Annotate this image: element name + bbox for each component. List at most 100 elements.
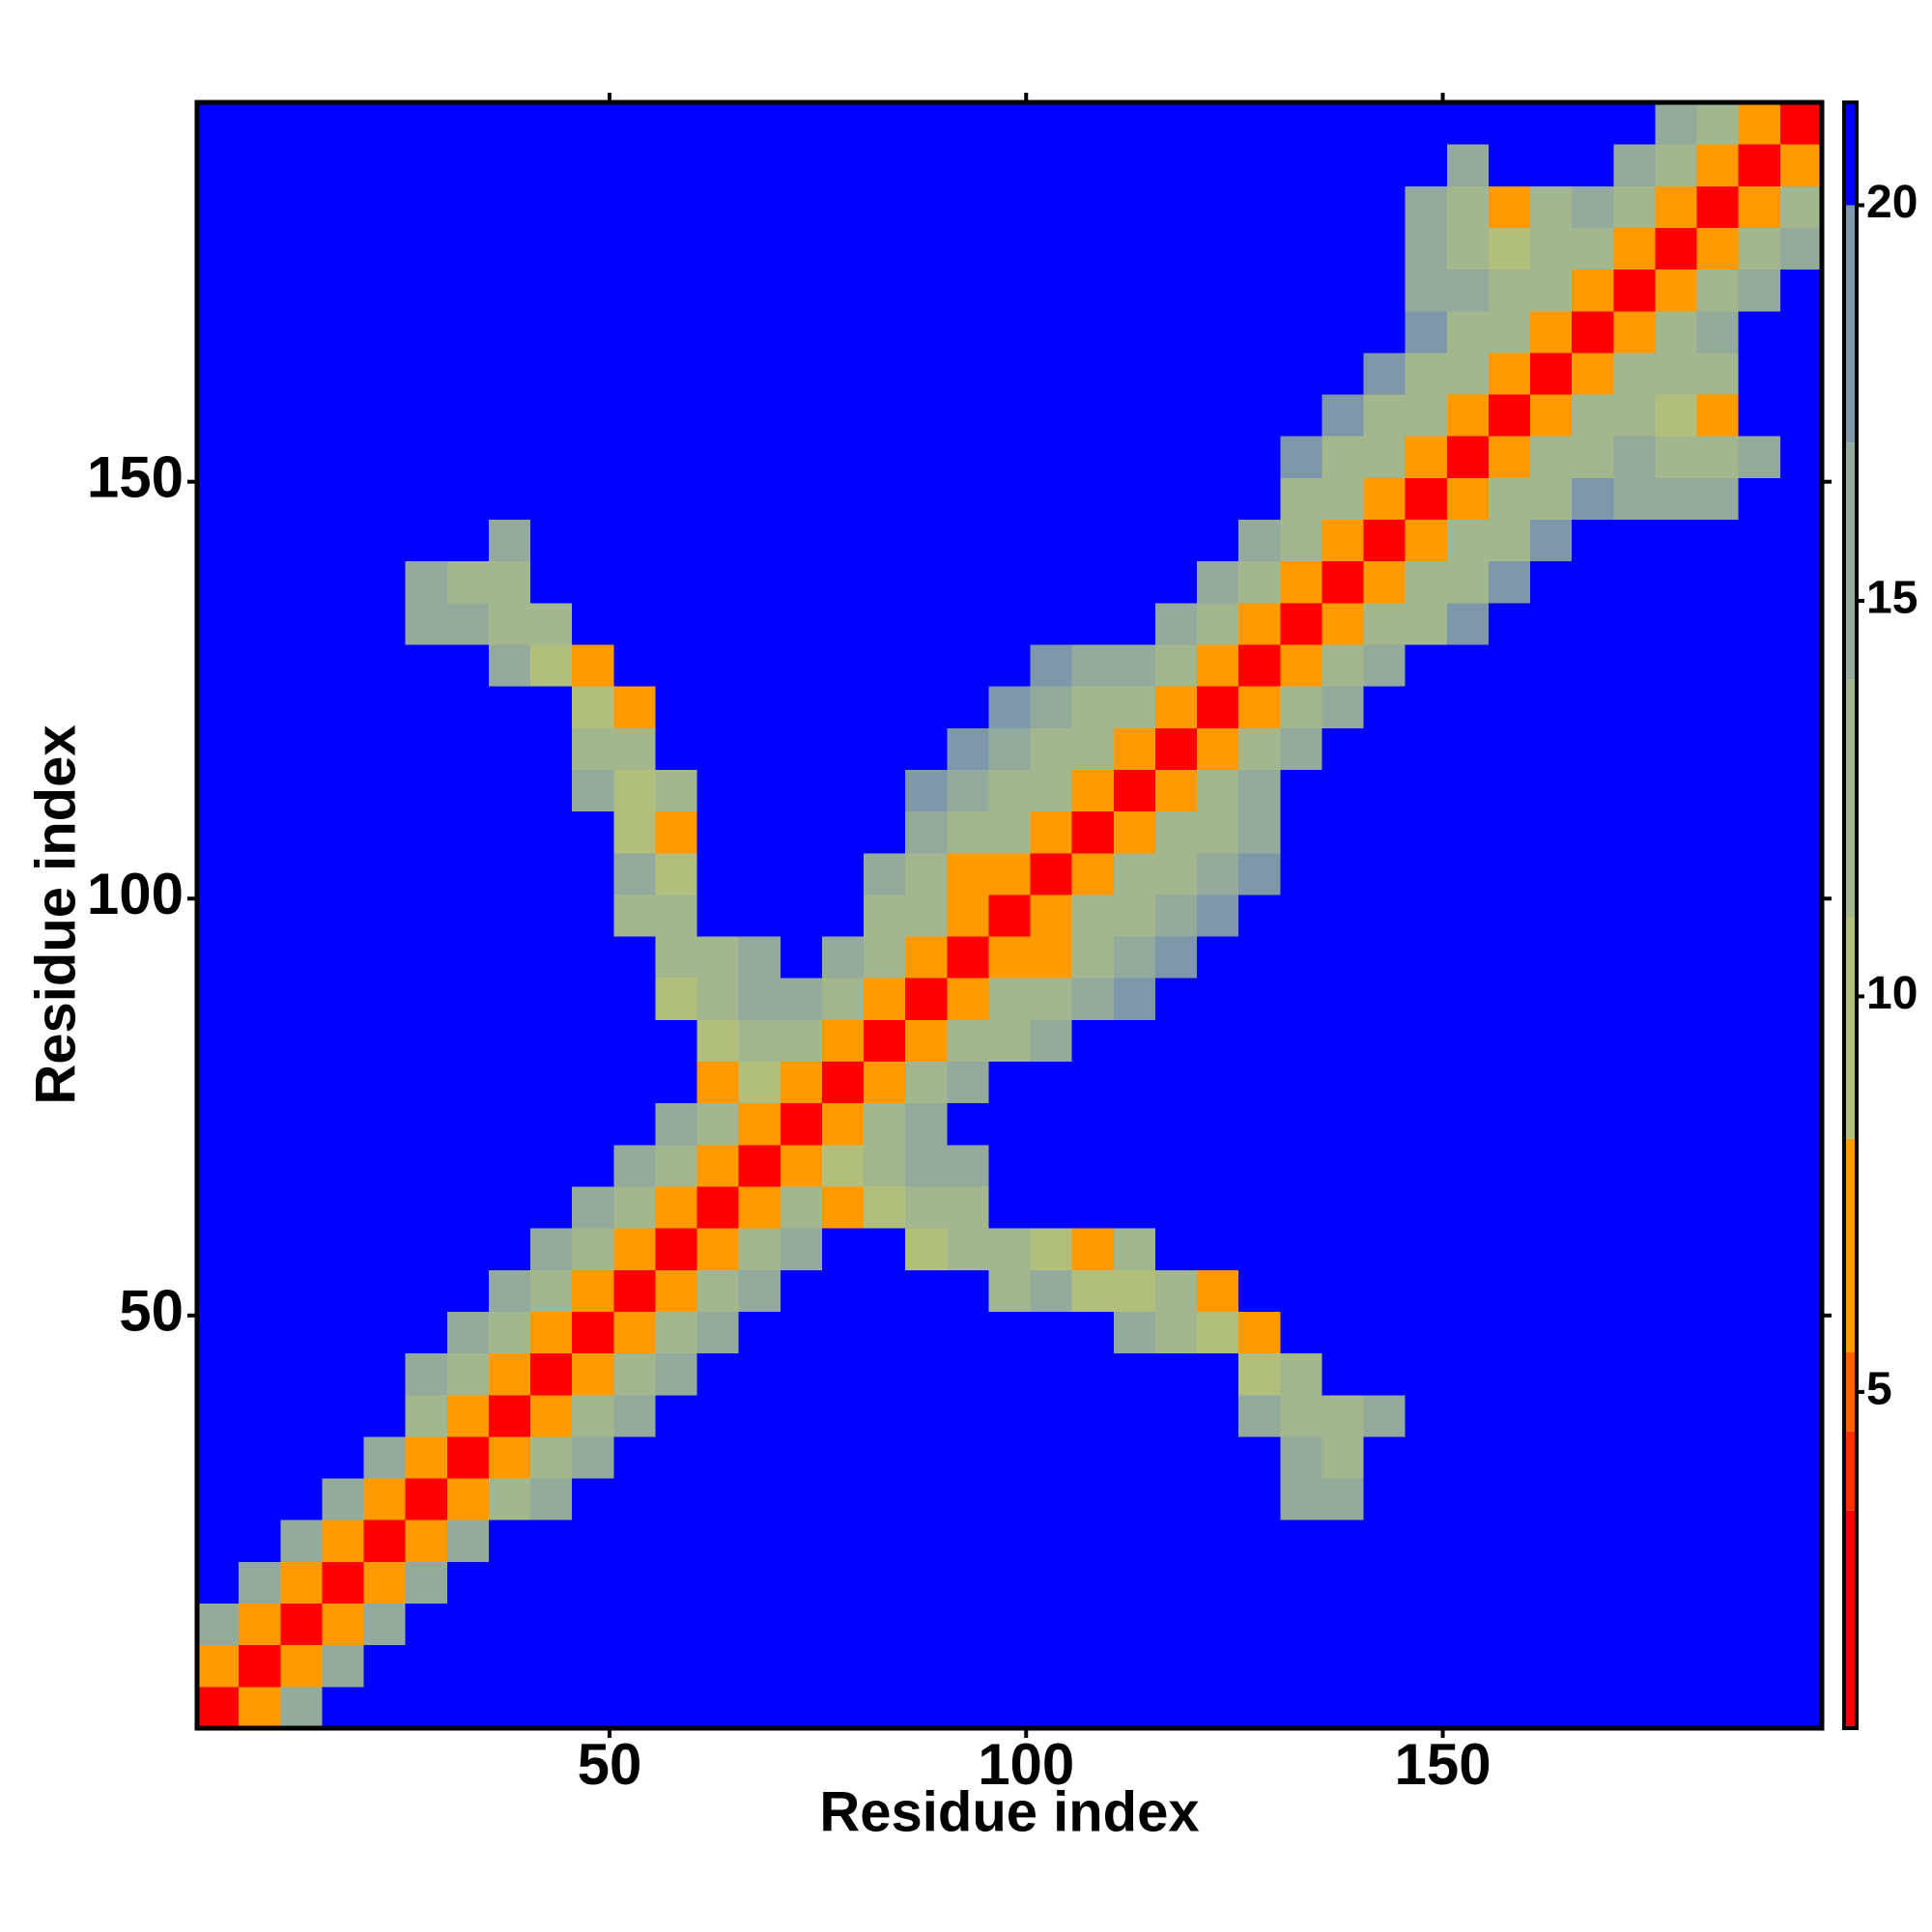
- cell: [1738, 102, 1781, 145]
- cell: [655, 810, 698, 854]
- cell: [1530, 1102, 1573, 1146]
- cell: [322, 810, 365, 854]
- cell: [363, 436, 407, 478]
- cell: [905, 936, 948, 979]
- cell: [864, 1061, 906, 1104]
- cell: [780, 769, 823, 812]
- cell: [1613, 560, 1656, 604]
- cell: [696, 1435, 740, 1479]
- cell: [613, 1269, 656, 1312]
- cell: [1613, 978, 1656, 1020]
- cell: [864, 269, 906, 312]
- cell: [1488, 894, 1531, 937]
- cell: [696, 102, 740, 145]
- cell: [1071, 436, 1115, 478]
- cell: [905, 1561, 948, 1605]
- cell: [363, 1352, 407, 1396]
- cell: [613, 1228, 656, 1270]
- cell: [1238, 394, 1281, 437]
- cell: [1530, 560, 1573, 604]
- cell: [1238, 144, 1281, 186]
- cell: [530, 1269, 573, 1312]
- cell: [947, 644, 989, 687]
- cell: [905, 1311, 948, 1354]
- cell: [821, 1644, 865, 1688]
- cell: [197, 1228, 240, 1270]
- cell: [947, 436, 989, 478]
- cell: [905, 852, 948, 895]
- cell: [1572, 978, 1614, 1020]
- cell: [488, 894, 531, 937]
- cell: [1154, 269, 1198, 312]
- cell: [613, 519, 656, 562]
- cell: [1154, 1186, 1198, 1229]
- cell: [1738, 1644, 1781, 1688]
- cell: [864, 644, 906, 687]
- cell: [905, 310, 948, 354]
- cell: [1696, 1686, 1740, 1729]
- cell: [239, 102, 281, 145]
- cell: [1696, 1478, 1740, 1520]
- cell: [780, 644, 823, 687]
- cell: [572, 519, 614, 562]
- cell: [1613, 727, 1656, 770]
- cell: [280, 352, 323, 395]
- cell: [280, 769, 323, 812]
- cell: [905, 1644, 948, 1688]
- cell: [488, 1311, 531, 1354]
- cell: [197, 727, 240, 770]
- cell: [239, 602, 281, 645]
- cell: [1363, 519, 1406, 562]
- cell: [947, 1561, 989, 1605]
- cell: [239, 1686, 281, 1729]
- cell: [1113, 1311, 1156, 1354]
- cell: [696, 185, 740, 228]
- cell: [864, 1019, 906, 1063]
- cell: [1030, 1603, 1073, 1646]
- cell: [1363, 1269, 1406, 1312]
- cell: [1572, 936, 1614, 979]
- cell: [905, 1102, 948, 1146]
- cell: [655, 1186, 698, 1229]
- cell: [322, 352, 365, 395]
- cell: [1572, 102, 1614, 145]
- cell: [1280, 1186, 1322, 1229]
- cell: [1530, 894, 1573, 937]
- cell: [780, 1520, 823, 1562]
- cell: [405, 602, 448, 645]
- cell: [280, 310, 323, 354]
- cell: [1779, 1102, 1823, 1146]
- cell: [1613, 1311, 1656, 1354]
- cell: [530, 810, 573, 854]
- cell: [1779, 227, 1823, 270]
- cell: [1655, 519, 1698, 562]
- cell: [821, 477, 865, 521]
- cell: [1779, 185, 1823, 228]
- cell: [780, 936, 823, 979]
- cell: [322, 144, 365, 186]
- cell: [905, 686, 948, 728]
- cell: [1572, 1228, 1614, 1270]
- cell: [1071, 227, 1115, 270]
- cell: [1613, 894, 1656, 937]
- x-tick-label: 150: [1394, 1732, 1491, 1797]
- cell: [280, 727, 323, 770]
- cell: [1613, 477, 1656, 521]
- cell: [1530, 352, 1573, 395]
- cell: [1696, 436, 1740, 478]
- cell: [197, 185, 240, 228]
- cell: [1696, 1352, 1740, 1396]
- cell: [1488, 227, 1531, 270]
- cell: [197, 686, 240, 728]
- cell: [1197, 144, 1239, 186]
- cell: [780, 1603, 823, 1646]
- cell: [363, 1311, 407, 1354]
- cell: [1113, 1186, 1156, 1229]
- cell: [572, 1394, 614, 1437]
- cell: [905, 227, 948, 270]
- cell: [530, 1144, 573, 1187]
- cell: [1696, 1019, 1740, 1063]
- cell: [1738, 1102, 1781, 1146]
- cell: [1655, 477, 1698, 521]
- cell: [488, 1102, 531, 1146]
